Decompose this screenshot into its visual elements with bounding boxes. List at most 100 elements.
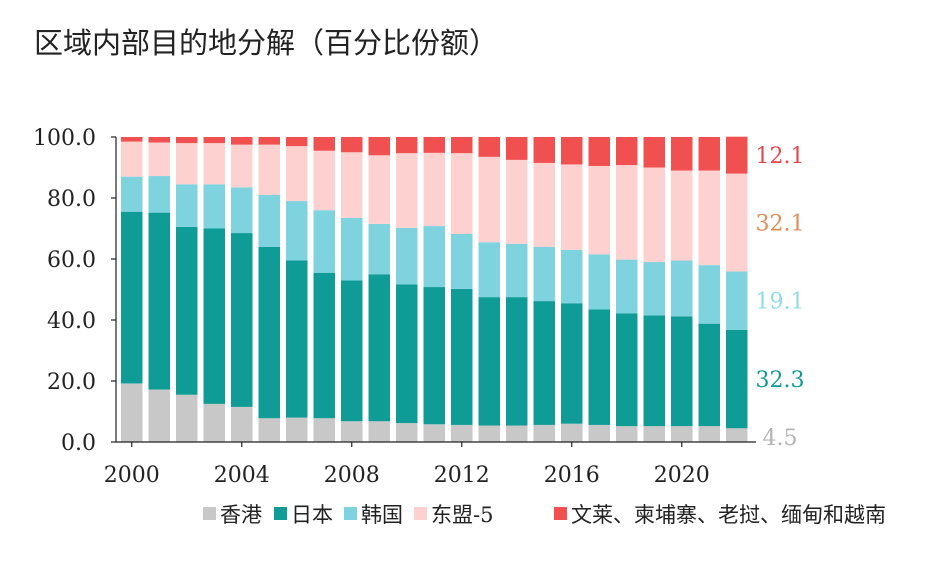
y-tick-label-1: 20.0 xyxy=(47,370,96,395)
bar-segment-2006-series-0 xyxy=(286,417,308,442)
bar-segment-2012-series-2 xyxy=(451,233,473,289)
bar-segment-2005-series-1 xyxy=(258,246,280,419)
bar-segment-2018-series-2 xyxy=(616,259,638,314)
bar-segment-2019-series-2 xyxy=(643,262,665,316)
bar-segment-2013-series-2 xyxy=(478,242,500,298)
bar-segment-2007-series-1 xyxy=(313,272,335,419)
x-tick-label-2020: 2020 xyxy=(654,463,710,488)
bar-segment-2004-series-4 xyxy=(231,137,253,145)
bar-segment-2005-series-0 xyxy=(258,418,280,442)
bar-segment-2011-series-4 xyxy=(423,137,445,153)
bar-segment-2000-series-2 xyxy=(121,176,143,212)
bar-segment-2013-series-1 xyxy=(478,297,500,426)
bar-segment-2015-series-0 xyxy=(533,424,555,442)
bar-segment-2021-series-4 xyxy=(698,137,720,171)
bar-segment-2006-series-4 xyxy=(286,137,308,147)
bar-segment-2021-series-1 xyxy=(698,323,720,427)
bar-segment-2018-series-4 xyxy=(616,137,638,166)
end-labels: 12.1 32.1 19.1 32.3 4.5 xyxy=(756,144,805,451)
bar-segment-2010-series-4 xyxy=(396,137,418,154)
bar-segment-2013-series-0 xyxy=(478,425,500,442)
legend: 香港 日本 韩国 东盟-5 文莱、柬埔寨、老挝、缅甸和越南 xyxy=(203,503,886,527)
bar-segment-2016-series-4 xyxy=(561,137,583,165)
bar-segment-2003-series-3 xyxy=(203,143,225,185)
bar-segment-2000-series-1 xyxy=(121,211,143,384)
legend-label-4: 文莱、柬埔寨、老挝、缅甸和越南 xyxy=(571,503,886,527)
bar-segment-2022-series-1 xyxy=(726,329,748,429)
bar-segment-2014-series-0 xyxy=(506,425,528,442)
legend-label-3: 东盟-5 xyxy=(431,503,493,527)
bar-segment-2016-series-3 xyxy=(561,164,583,250)
bar-segment-2020-series-3 xyxy=(671,170,693,261)
x-tick-label-2016: 2016 xyxy=(544,463,600,488)
bar-segment-2011-series-3 xyxy=(423,152,445,227)
bar-segment-2010-series-3 xyxy=(396,153,418,228)
bar-segment-2019-series-4 xyxy=(643,137,665,168)
bar-segment-2017-series-2 xyxy=(588,254,610,310)
legend-swatch-2 xyxy=(344,507,357,520)
bar-segment-2004-series-1 xyxy=(231,233,253,407)
bar-segment-2001-series-0 xyxy=(148,389,170,442)
bar-segment-2005-series-3 xyxy=(258,144,280,195)
bar-segment-2022-series-4 xyxy=(726,136,748,174)
bar-segment-2000-series-3 xyxy=(121,141,143,177)
bar-segment-2001-series-3 xyxy=(148,142,170,177)
axes-layer: 0.0 20.0 40.0 60.0 80.0 100.0 2000 2004 2008 2012… xyxy=(33,126,756,488)
bar-segment-2005-series-2 xyxy=(258,194,280,247)
bar-segment-2007-series-0 xyxy=(313,418,335,442)
legend-swatch-1 xyxy=(274,507,287,520)
legend-swatch-3 xyxy=(414,507,427,520)
bar-segment-2006-series-1 xyxy=(286,260,308,418)
bar-segment-2019-series-3 xyxy=(643,167,665,263)
bar-segment-2015-series-1 xyxy=(533,301,555,425)
bar-segment-2011-series-1 xyxy=(423,287,445,425)
bar-segment-2022-series-0 xyxy=(726,428,748,442)
bar-segment-2017-series-4 xyxy=(588,137,610,166)
bar-segment-2000-series-4 xyxy=(121,137,143,142)
bar-segment-2003-series-2 xyxy=(203,184,225,229)
end-label-series-3: 32.1 xyxy=(756,212,805,237)
bar-segment-2008-series-1 xyxy=(341,280,363,422)
bar-segment-2010-series-0 xyxy=(396,423,418,442)
bar-segment-2020-series-4 xyxy=(671,137,693,171)
bar-segment-2004-series-3 xyxy=(231,144,253,188)
bar-segment-2010-series-2 xyxy=(396,227,418,285)
bar-segment-2001-series-1 xyxy=(148,212,170,390)
legend-label-2: 韩国 xyxy=(361,503,403,527)
bar-segment-2012-series-0 xyxy=(451,424,473,442)
bar-segment-2021-series-2 xyxy=(698,265,720,324)
bar-segment-2002-series-0 xyxy=(176,394,198,442)
bar-segment-2006-series-3 xyxy=(286,146,308,202)
bar-segment-2009-series-3 xyxy=(368,155,390,224)
bar-segment-2010-series-1 xyxy=(396,284,418,424)
bar-segment-2003-series-1 xyxy=(203,228,225,404)
bar-segment-2007-series-2 xyxy=(313,210,335,273)
legend-label-0: 香港 xyxy=(220,503,262,527)
bar-segment-2012-series-4 xyxy=(451,137,473,154)
y-tick-label-4: 80.0 xyxy=(47,187,96,212)
bar-segment-2021-series-3 xyxy=(698,170,720,266)
chart-title: 区域内部目的地分解（百分比份额） xyxy=(34,26,498,60)
bar-segment-2016-series-2 xyxy=(561,249,583,304)
legend-swatch-4 xyxy=(554,507,567,520)
bar-segment-2004-series-2 xyxy=(231,187,253,234)
bar-segment-2020-series-0 xyxy=(671,426,693,442)
bar-segment-2001-series-4 xyxy=(148,137,170,143)
x-tick-label-2000: 2000 xyxy=(104,463,160,488)
bar-segment-2015-series-2 xyxy=(533,246,555,302)
bar-segment-2002-series-2 xyxy=(176,184,198,227)
legend-swatch-0 xyxy=(203,507,216,520)
bar-segment-2008-series-4 xyxy=(341,137,363,153)
y-tick-label-0: 0.0 xyxy=(61,431,96,456)
bar-segment-2005-series-4 xyxy=(258,137,280,145)
end-label-series-1: 32.3 xyxy=(756,368,805,393)
bar-segment-2006-series-2 xyxy=(286,201,308,261)
bar-segment-2008-series-0 xyxy=(341,421,363,442)
end-label-series-0: 4.5 xyxy=(763,426,798,451)
bar-segment-2021-series-0 xyxy=(698,426,720,442)
bar-segment-2003-series-4 xyxy=(203,137,225,144)
bar-segment-2004-series-0 xyxy=(231,406,253,442)
bar-segment-2019-series-0 xyxy=(643,426,665,442)
x-tick-label-2004: 2004 xyxy=(214,463,270,488)
bar-segment-2007-series-3 xyxy=(313,150,335,211)
